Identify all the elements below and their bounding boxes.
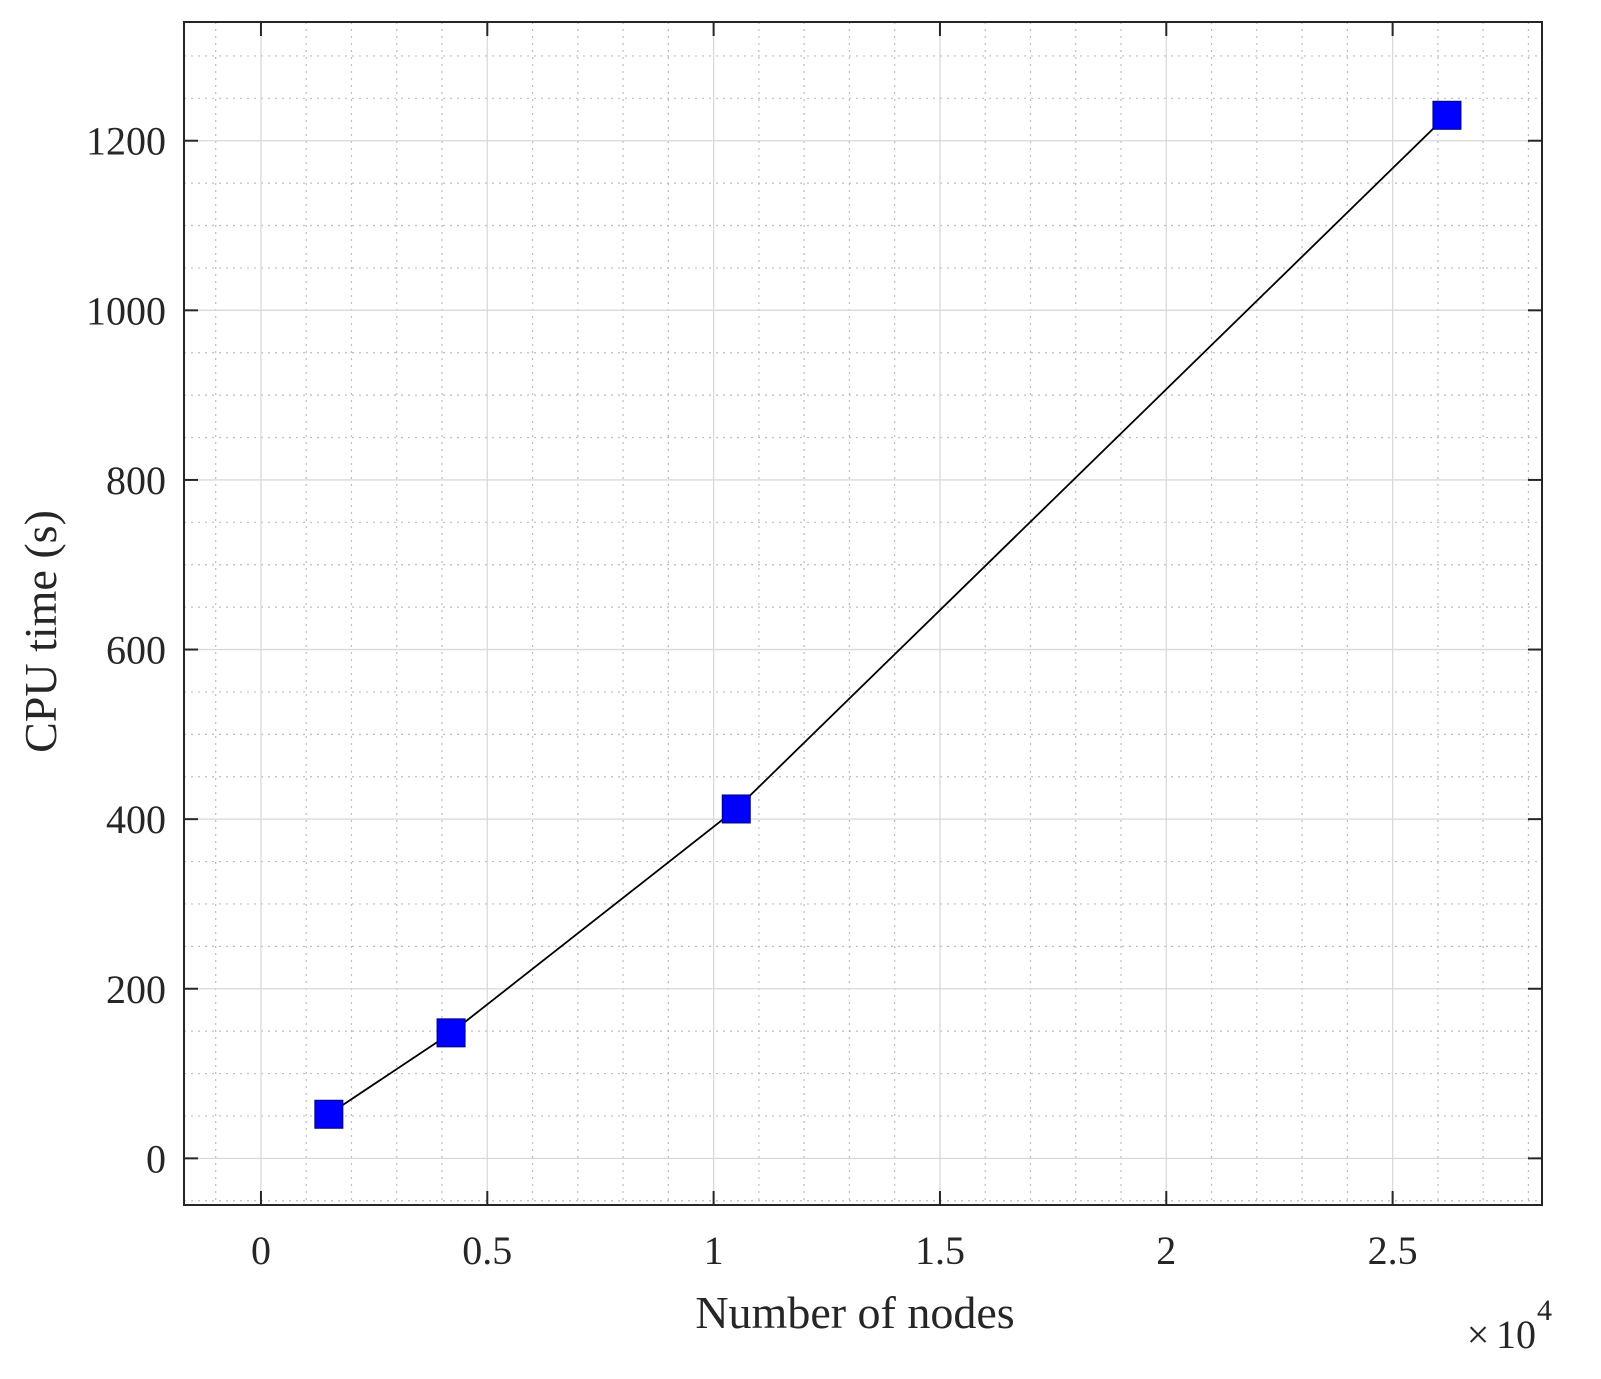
y-axis-label: CPU time (s)	[15, 510, 66, 753]
tick-marks	[184, 22, 1542, 1205]
x-tick-label: 0.5	[462, 1228, 512, 1273]
x-exponent-times: ×	[1467, 1312, 1490, 1357]
data-point-marker	[436, 1018, 466, 1048]
minor-grid	[184, 22, 1542, 1205]
y-tick-label: 800	[106, 458, 166, 503]
x-axis-label: Number of nodes	[695, 1287, 1014, 1338]
y-tick-label: 200	[106, 967, 166, 1012]
x-tick-label: 2	[1156, 1228, 1176, 1273]
y-tick-label: 1000	[86, 288, 166, 333]
data-point-marker	[1432, 100, 1462, 130]
y-tick-label: 1200	[86, 119, 166, 164]
y-tick-labels: 0 200 400 600 800 1000 1200	[86, 119, 166, 1182]
data-point-marker	[314, 1099, 344, 1129]
y-tick-label: 0	[146, 1136, 166, 1181]
x-exponent-base: 10	[1496, 1312, 1536, 1357]
series-layer	[314, 100, 1462, 1129]
x-tick-label: 1	[704, 1228, 724, 1273]
x-tick-label: 0	[251, 1228, 271, 1273]
data-point-marker	[721, 794, 751, 824]
plot-area	[184, 22, 1542, 1205]
x-tick-label: 2.5	[1368, 1228, 1418, 1273]
major-grid	[184, 22, 1542, 1205]
x-tick-labels: 0 0.5 1 1.5 2 2.5	[251, 1228, 1418, 1273]
y-tick-label: 600	[106, 628, 166, 673]
axes-frame	[183, 21, 1543, 1206]
series-line	[328, 114, 1448, 1116]
x-tick-label: 1.5	[915, 1228, 965, 1273]
x-exponent-power: 4	[1537, 1294, 1552, 1327]
x-axis-exponent: × 10 4	[1467, 1294, 1552, 1357]
y-tick-label: 400	[106, 797, 166, 842]
plot-background	[184, 22, 1542, 1205]
axes-box	[183, 21, 1543, 1206]
